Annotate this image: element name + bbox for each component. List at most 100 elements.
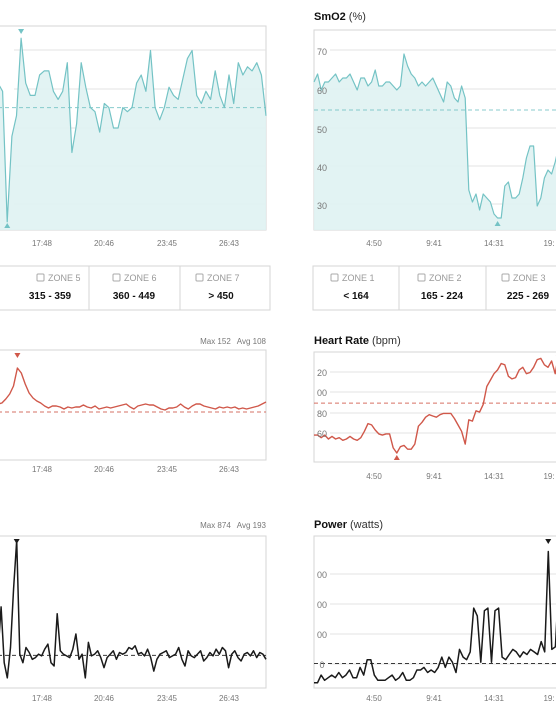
max-marker-icon <box>545 539 552 544</box>
zone-range: 315 - 359 <box>29 291 72 302</box>
left-hr-x-axis: 17:48 20:46 23:45 26:43 <box>32 465 240 474</box>
hr-y-tick: 00 <box>317 388 327 398</box>
power-avg-label: Avg 193 <box>237 521 267 530</box>
zone-range: 165 - 224 <box>421 291 464 302</box>
power-y-axis: 00 00 00 0 <box>317 570 327 670</box>
zone-checkbox-icon[interactable] <box>112 273 121 282</box>
chart-frame <box>0 349 267 461</box>
chart-frame <box>313 351 556 463</box>
right-zone-strip: ZONE 1 < 164 ZONE 2 165 - 224 ZONE 3 225… <box>312 265 556 311</box>
series-line <box>314 550 556 684</box>
left-power-x-axis: 17:48 20:46 23:45 26:43 <box>32 694 240 703</box>
hr-max-avg-label: Max 152 Avg 108 <box>200 337 266 346</box>
right-smo2-x-axis: 4:50 9:41 14:31 19: <box>366 239 554 248</box>
x-tick: 14:31 <box>484 239 505 248</box>
zone-5-cell[interactable]: ZONE 5 315 - 359 <box>0 265 90 311</box>
min-marker-icon <box>393 455 400 460</box>
power-y-tick: 00 <box>317 600 327 610</box>
x-tick: 17:48 <box>32 239 53 248</box>
x-tick: 4:50 <box>366 694 382 703</box>
x-tick: 9:41 <box>426 472 442 481</box>
zone-label: ZONE 5 <box>48 273 81 283</box>
power-chart-title: Power (watts) <box>314 519 383 531</box>
x-tick: 14:31 <box>484 472 505 481</box>
hr-y-tick: 60 <box>317 429 327 439</box>
zone-checkbox-icon[interactable] <box>501 273 510 282</box>
zone-3-cell[interactable]: ZONE 3 225 - 269 <box>485 265 556 311</box>
x-tick: 19: <box>543 239 554 248</box>
zone-checkbox-icon[interactable] <box>195 273 204 282</box>
chart-frame <box>0 535 267 689</box>
x-tick: 23:45 <box>157 694 178 703</box>
power-max-avg-label: Max 874 Avg 193 <box>200 521 266 530</box>
smo2-y-tick: 50 <box>317 125 327 135</box>
max-marker-icon <box>13 539 20 544</box>
zone-2-cell[interactable]: ZONE 2 165 - 224 <box>398 265 487 311</box>
left-smo2-x-axis: 17:48 20:46 23:45 26:43 <box>32 239 240 248</box>
zone-label: ZONE 6 <box>124 273 157 283</box>
left-heart-rate-chart <box>0 349 267 461</box>
max-marker-icon <box>18 29 25 34</box>
zone-checkbox-icon[interactable] <box>36 273 45 282</box>
smo2-y-tick: 30 <box>317 201 327 211</box>
x-tick: 26:43 <box>219 694 240 703</box>
series-line <box>0 539 267 679</box>
right-power-x-axis: 4:50 9:41 14:31 19: <box>366 694 554 703</box>
power-y-tick: 00 <box>317 570 327 580</box>
hr-max-label: Max 152 <box>200 337 231 346</box>
zone-6-cell[interactable]: ZONE 6 360 - 449 <box>88 265 181 311</box>
x-tick: 26:43 <box>219 465 240 474</box>
x-tick: 19: <box>543 694 554 703</box>
zone-range: 225 - 269 <box>507 291 550 302</box>
hr-y-tick: 80 <box>317 409 327 419</box>
series-line <box>0 367 267 411</box>
smo2-chart-title: SmO2 (%) <box>314 11 366 23</box>
zone-1-cell[interactable]: ZONE 1 < 164 <box>312 265 400 311</box>
zone-range: > 450 <box>208 291 234 302</box>
left-smo2-chart <box>0 25 267 231</box>
x-tick: 20:46 <box>94 694 115 703</box>
right-heart-rate-chart <box>313 351 556 463</box>
zone-range: 360 - 449 <box>113 291 156 302</box>
hr-y-axis: 20 00 80 60 <box>317 368 327 439</box>
power-max-label: Max 874 <box>200 521 231 530</box>
x-tick: 19: <box>543 472 554 481</box>
x-tick: 4:50 <box>366 239 382 248</box>
zone-label: ZONE 1 <box>342 273 375 283</box>
hr-avg-label: Avg 108 <box>237 337 267 346</box>
min-marker-icon <box>4 223 11 228</box>
zone-checkbox-icon[interactable] <box>330 273 339 282</box>
zone-7-cell[interactable]: ZONE 7 > 450 <box>179 265 271 311</box>
zone-label: ZONE 7 <box>207 273 240 283</box>
zone-checkbox-icon[interactable] <box>417 273 426 282</box>
heart-rate-chart-title: Heart Rate (bpm) <box>314 335 401 347</box>
area-fill <box>0 38 266 230</box>
x-tick: 23:45 <box>157 465 178 474</box>
x-tick: 14:31 <box>484 694 505 703</box>
x-tick: 23:45 <box>157 239 178 248</box>
smo2-y-tick: 60 <box>317 86 327 96</box>
series-line <box>313 53 556 219</box>
x-tick: 26:43 <box>219 239 240 248</box>
power-y-tick: 0 <box>319 660 324 670</box>
power-y-tick: 00 <box>317 630 327 640</box>
smo2-y-tick: 40 <box>317 163 327 173</box>
zone-label: ZONE 3 <box>513 273 546 283</box>
right-power-chart <box>313 535 556 689</box>
series-line <box>0 37 267 223</box>
right-hr-x-axis: 4:50 9:41 14:31 19: <box>366 472 554 481</box>
left-zone-strip: ZONE 5 315 - 359 ZONE 6 360 - 449 ZONE 7… <box>0 265 271 311</box>
x-tick: 17:48 <box>32 465 53 474</box>
area-fill <box>314 54 556 230</box>
hr-y-tick: 20 <box>317 368 327 378</box>
x-tick: 20:46 <box>94 239 115 248</box>
chart-frame <box>313 535 556 689</box>
right-smo2-chart <box>313 29 556 231</box>
x-tick: 20:46 <box>94 465 115 474</box>
smo2-y-tick: 70 <box>317 47 327 57</box>
left-power-chart <box>0 535 267 689</box>
min-marker-icon <box>494 221 501 226</box>
x-tick: 4:50 <box>366 472 382 481</box>
zone-label: ZONE 2 <box>429 273 462 283</box>
